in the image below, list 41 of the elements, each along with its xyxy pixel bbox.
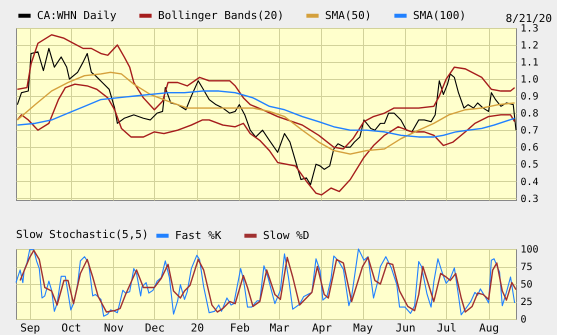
y-tick-label: 1.3 (520, 24, 539, 34)
line-series (16, 34, 516, 150)
legend-label: SMA(50) (325, 8, 372, 22)
x-tick-label: Feb (230, 322, 250, 334)
x-tick-label: Jun (396, 322, 416, 334)
x-tick-label: Sep (20, 322, 40, 334)
x-tick-label: Oct (61, 322, 82, 334)
y-tick-label: 25 (520, 297, 533, 308)
line-series (16, 48, 517, 186)
x-tick-label: Jul (436, 322, 457, 334)
x-tick-label: 20 (190, 322, 204, 334)
legend-title: Slow Stochastic(5,5) (16, 228, 148, 241)
line-series (16, 90, 516, 138)
legend-label: Bollinger Bands(20) (158, 8, 284, 22)
x-tick-label: Apr (312, 322, 332, 334)
y-tick-label: 0.5 (520, 160, 539, 171)
y-tick-label: 0.4 (520, 176, 539, 188)
y-tick-label: 0.3 (520, 194, 539, 205)
legend-label: Slow %D (263, 228, 310, 242)
line-series (16, 72, 516, 155)
text: 8/21/20 (506, 12, 552, 25)
x-tick-label: Aug (479, 322, 500, 334)
x-tick-label: May (353, 322, 374, 334)
x-tick-label: Nov (104, 322, 124, 334)
y-tick-label: 0.9 (520, 92, 539, 103)
y-tick-label: 1.2 (520, 40, 539, 52)
y-tick-label: 0.6 (520, 142, 539, 154)
legend-label: SMA(100) (413, 8, 466, 22)
legend-label: Fast %K (175, 228, 222, 242)
x-tick-label: Mar (270, 322, 290, 334)
y-tick-label: 0.8 (520, 108, 539, 120)
y-tick-label: 100 (520, 244, 539, 256)
y-tick-label: 1.0 (520, 74, 539, 86)
y-tick-label: 75 (520, 262, 533, 273)
y-tick-label: 0.7 (520, 126, 539, 137)
x-tick-label: Dec (144, 322, 165, 334)
line-series (16, 84, 516, 196)
y-tick-label: 0 (520, 314, 527, 326)
legend-label: CA:WHN Daily (37, 8, 117, 22)
y-tick-label: 50 (520, 280, 533, 290)
y-tick-label: 1.1 (520, 58, 539, 69)
